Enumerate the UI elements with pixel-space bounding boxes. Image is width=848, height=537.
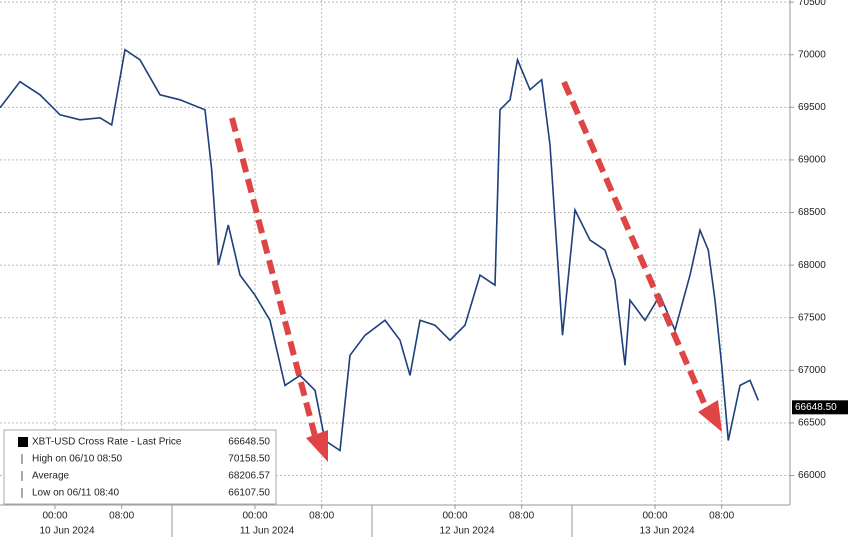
plot-area: [0, 0, 790, 505]
legend-label: XBT-USD Cross Rate - Last Price: [32, 437, 182, 448]
y-tick-label: 67500: [798, 312, 826, 323]
y-tick-label: 66500: [798, 418, 826, 429]
legend-value: 70158.50: [228, 454, 270, 465]
legend-box: [3, 429, 277, 505]
y-tick-label: 69500: [798, 102, 826, 113]
x-tick-label: 08:00: [109, 511, 134, 522]
arrow-head: [306, 430, 328, 462]
legend-label: Low on 06/11 08:40: [32, 488, 120, 499]
arrow: [561, 80, 711, 414]
grid: [0, 0, 790, 505]
y-tick-label: 67000: [798, 365, 826, 376]
date-label: 11 Jun 2024: [240, 526, 295, 537]
legend-label: High on 06/10 08:50: [32, 454, 123, 465]
legend-value: 66107.50: [228, 488, 270, 499]
x-tick-label: 00:00: [442, 511, 467, 522]
legend-label: Average: [32, 471, 70, 482]
date-label: 10 Jun 2024: [39, 526, 94, 537]
arrow-head: [698, 400, 722, 432]
trend-arrows: [229, 80, 722, 462]
x-tick-label: 00:00: [42, 511, 67, 522]
y-tick-label: 69000: [798, 155, 826, 166]
x-tick-label: 00:00: [642, 511, 667, 522]
legend-swatch: [18, 437, 28, 447]
legend: XBT-USD Cross Rate - Last Price 66648.50 H…: [3, 429, 277, 505]
legend-value: 68206.57: [228, 471, 270, 482]
y-tick-label: 68000: [798, 260, 826, 271]
y-tick-label: 68500: [798, 207, 826, 218]
arrow: [229, 117, 319, 441]
x-tick-label: 00:00: [242, 511, 267, 522]
legend-value: 66648.50: [228, 437, 270, 448]
last-price-label: 66648.50: [795, 402, 837, 413]
x-tick-label: 08:00: [509, 511, 534, 522]
y-tick-label: 70500: [798, 0, 826, 8]
date-label: 12 Jun 2024: [439, 526, 494, 537]
y-tick-label: 70000: [798, 49, 826, 60]
date-label: 13 Jun 2024: [639, 526, 694, 537]
last-price-tag: [792, 400, 848, 415]
x-tick-label: 08:00: [309, 511, 334, 522]
x-tick-label: 08:00: [709, 511, 734, 522]
y-tick-label: 66000: [798, 470, 826, 481]
